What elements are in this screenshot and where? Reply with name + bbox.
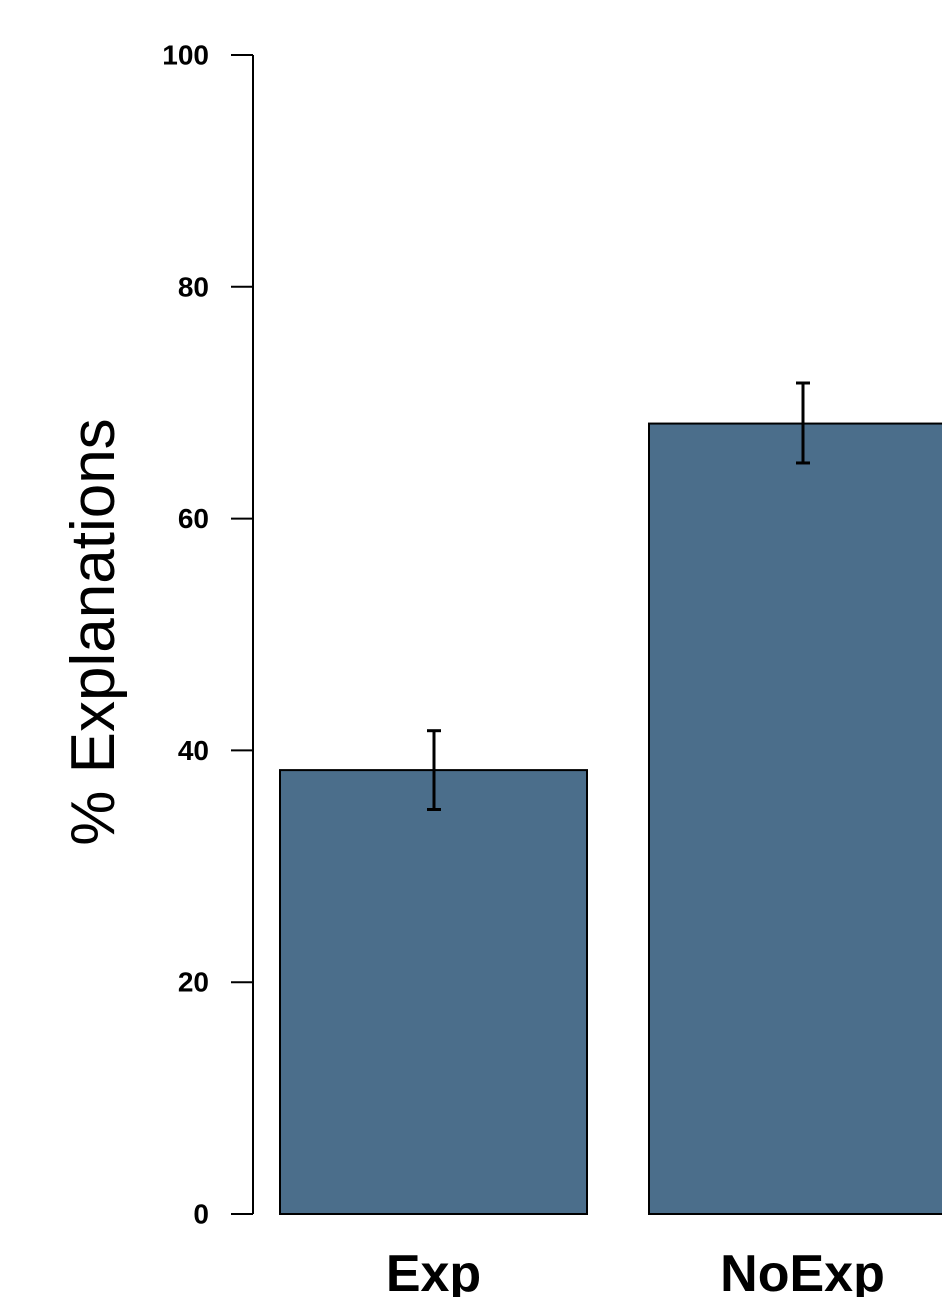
y-tick-label: 20 xyxy=(178,967,209,998)
bar-noexp xyxy=(648,422,942,1215)
y-axis-ticks: 0 20 40 60 80 100 xyxy=(162,40,253,1230)
y-tick-label: 100 xyxy=(162,40,209,71)
y-tick-label: 60 xyxy=(178,503,209,534)
x-axis-labels: Exp NoExp xyxy=(386,1245,885,1297)
bar-exp xyxy=(279,769,588,1216)
y-axis-title: % Explanations xyxy=(59,418,128,845)
y-tick-label: 40 xyxy=(178,735,209,766)
y-tick-label: 0 xyxy=(193,1199,209,1230)
error-bars xyxy=(427,381,810,812)
y-tick-label: 80 xyxy=(178,271,209,302)
x-category-label-exp: Exp xyxy=(386,1245,481,1297)
x-category-label-noexp: NoExp xyxy=(720,1245,885,1297)
bars xyxy=(279,422,942,1216)
